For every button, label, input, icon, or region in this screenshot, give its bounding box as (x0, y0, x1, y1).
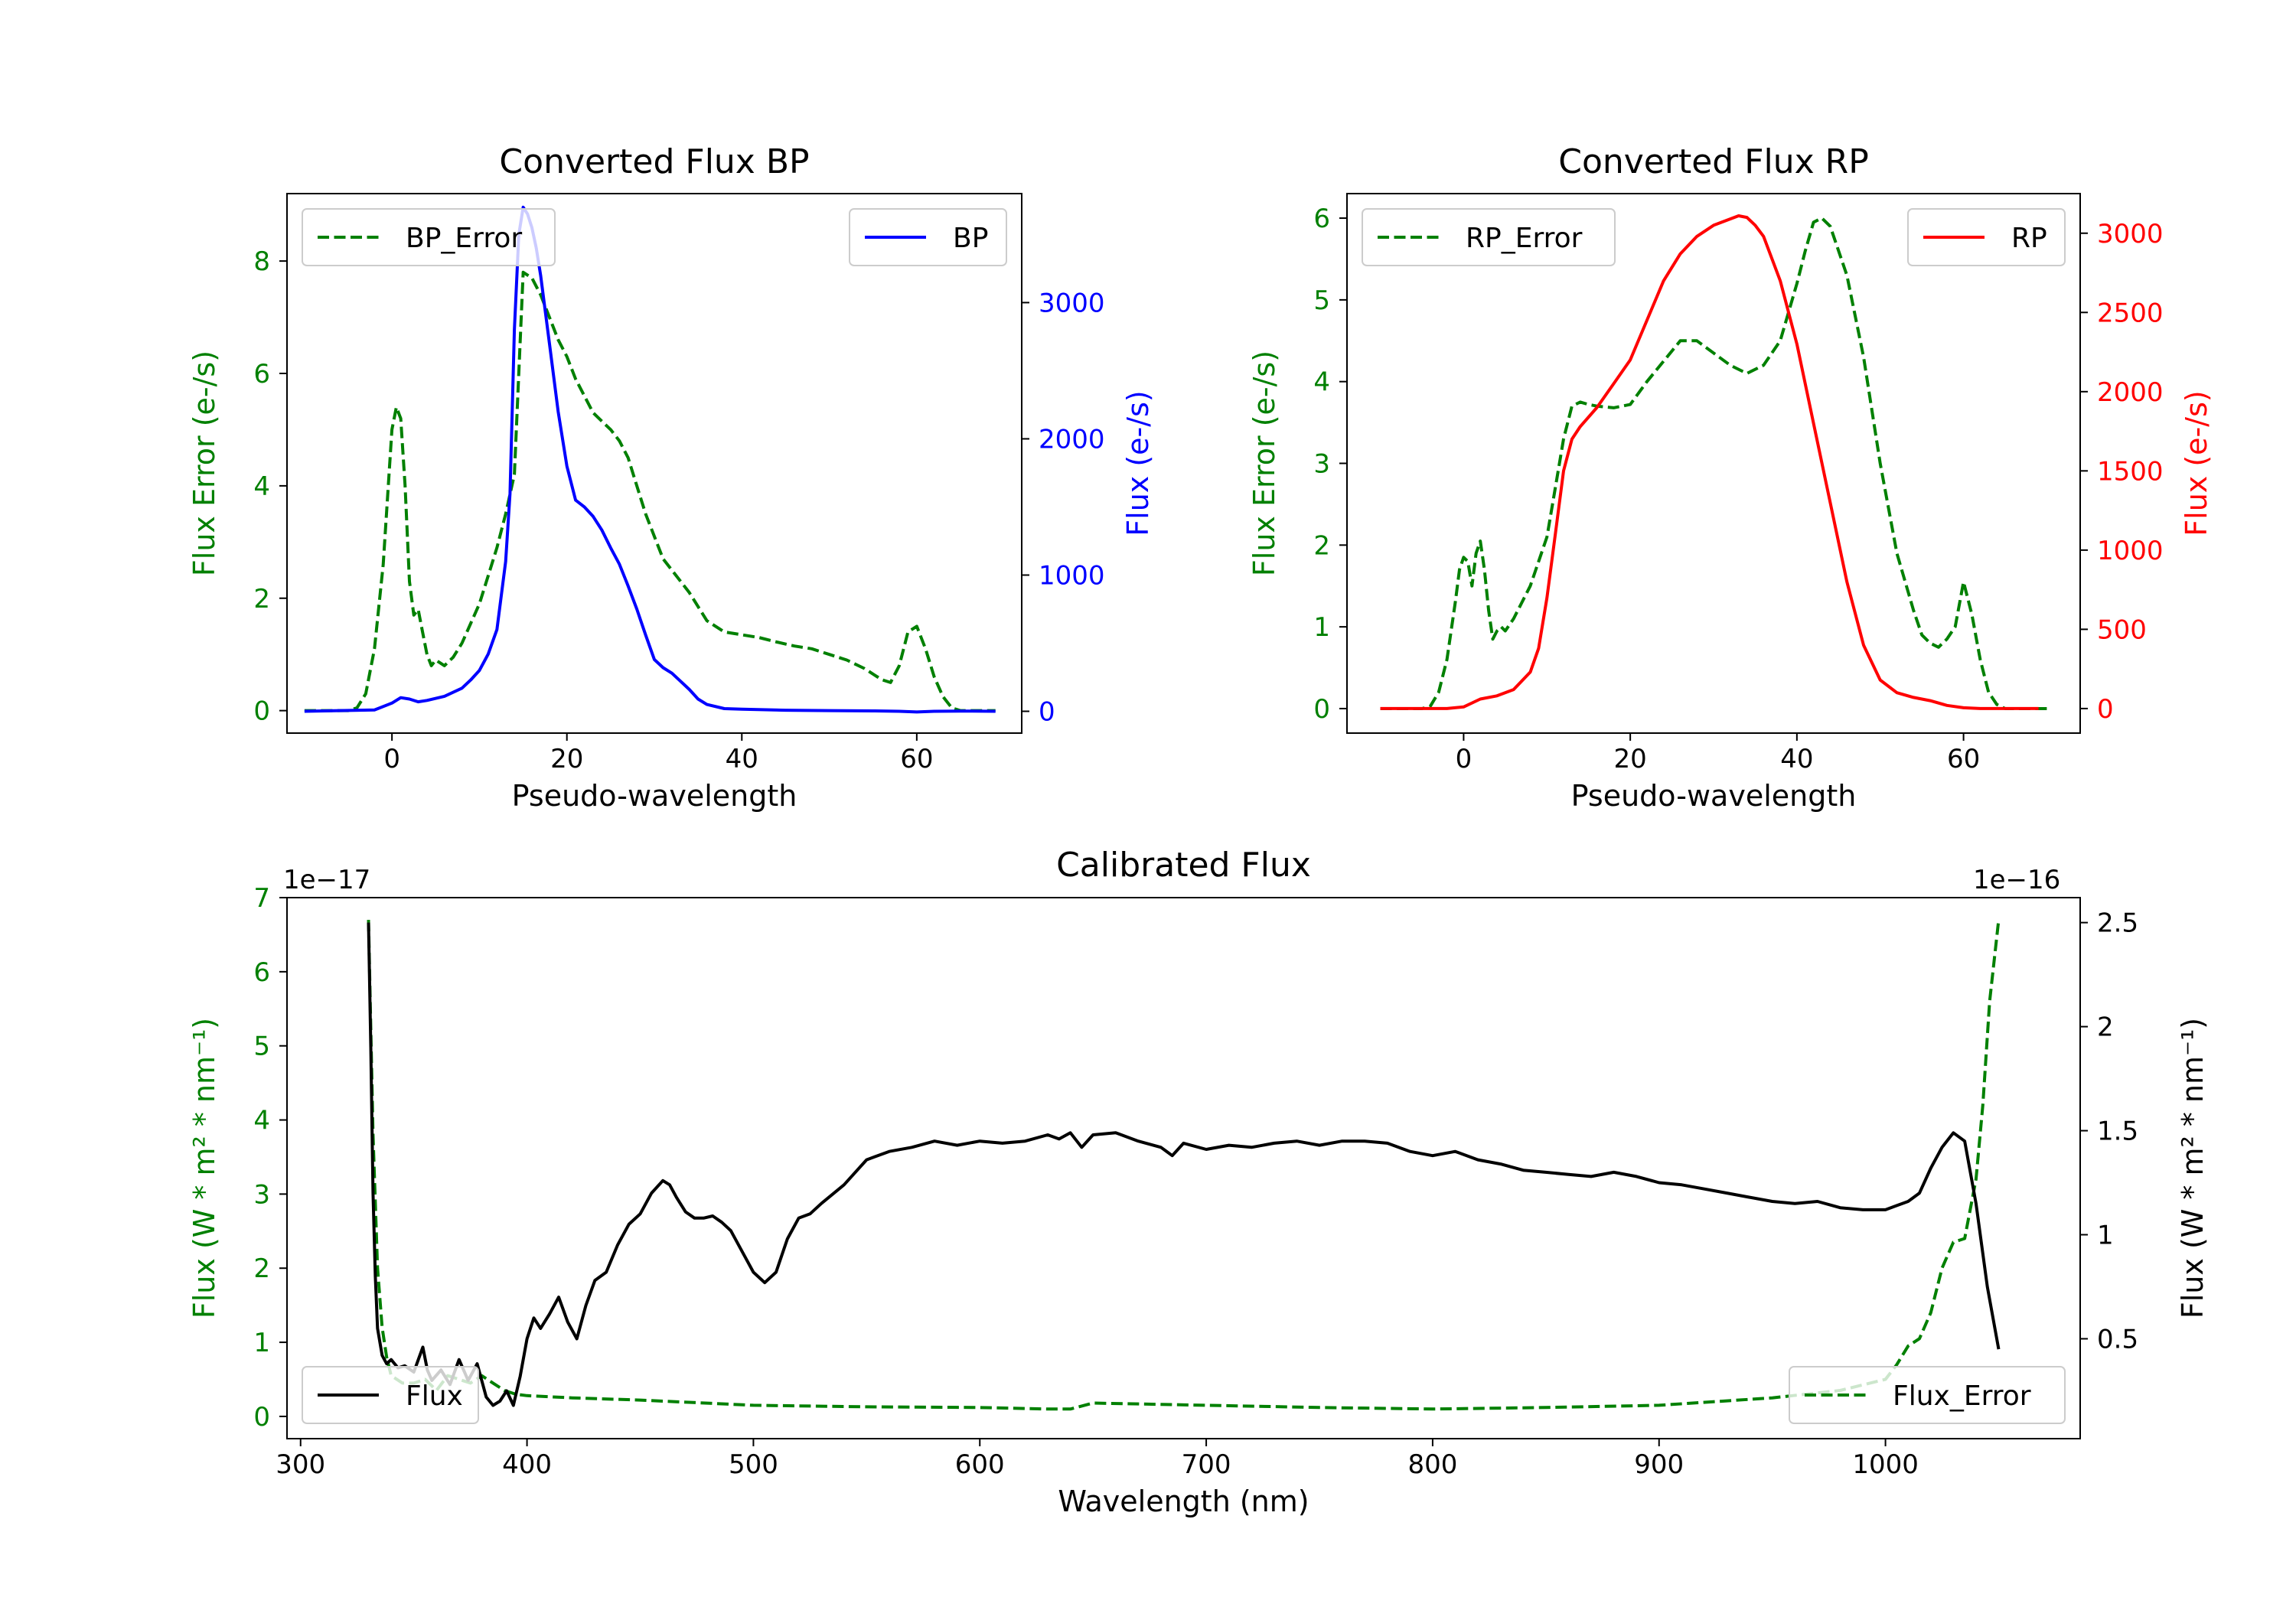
y-left-tick-label: 1 (253, 1328, 270, 1358)
y-right-tick-label: 3000 (1039, 288, 1105, 318)
y-left-tick-label: 5 (253, 1032, 270, 1062)
y-left-tick-label: 6 (253, 359, 270, 390)
y-right-tick-label: 2 (2097, 1012, 2114, 1043)
series-line-flux (367, 922, 2001, 1407)
x-tick-label: 40 (726, 744, 758, 774)
x-tick-label: 40 (1780, 744, 1813, 774)
x-tick-label: 1000 (1852, 1449, 1919, 1480)
y-left-tick-label: 6 (1313, 204, 1330, 234)
y-right-tick-label: 1000 (2097, 536, 2164, 566)
y-left-tick-label: 4 (253, 1106, 270, 1136)
y-left-tick-label: 2 (253, 1253, 270, 1284)
y-left-tick-label: 4 (253, 471, 270, 502)
y-right-axis-label: Flux (e-/s) (1121, 390, 1155, 536)
x-tick-label: 600 (955, 1449, 1005, 1480)
legend-box (1362, 208, 1616, 266)
y-left-tick-label: 6 (253, 957, 270, 988)
chart-rp: 0 20 40 60 Pseudo-wavelength 0 1 2 3 4 5 6 Flux Erro… (1247, 142, 2213, 813)
legend-label: RP_Error (1466, 223, 1583, 254)
y-left-tick-label: 0 (1313, 694, 1330, 725)
x-tick-label: 800 (1407, 1449, 1457, 1480)
legend-rp-error: RP_Error (1362, 208, 1616, 266)
series-line-bp-error (304, 270, 996, 712)
y-left-tick-label: 7 (253, 883, 270, 914)
series-line-bp (304, 205, 996, 714)
legend-label: BP_Error (406, 223, 522, 254)
x-axis-label: Wavelength (nm) (1058, 1485, 1309, 1518)
x-tick-label: 400 (502, 1449, 552, 1480)
plot-frame (286, 193, 1022, 734)
y-right-tick-label: 1 (2097, 1221, 2114, 1251)
legend-box (302, 1366, 479, 1424)
y-right-tick-label: 3000 (2097, 219, 2164, 249)
chart-bp: 0 20 40 60 Pseudo-wavelength 0 2 4 6 8 Flux Error … (188, 142, 1155, 813)
y-left-tick-label: 1 (1313, 612, 1330, 643)
chart-calibrated: 300 400 500 600 700 800 900 1000 Wavelength (nm)… (188, 846, 2210, 1518)
legend-box (302, 208, 556, 266)
y-right-tick-label: 0 (2097, 694, 2114, 725)
y-left-tick-label: 5 (1313, 285, 1330, 316)
y-right-tick-label: 500 (2097, 614, 2147, 645)
y-right-tick-label: 1.5 (2097, 1116, 2138, 1147)
y-left-tick-label: 2 (1313, 530, 1330, 561)
y-left-axis-label: Flux (W * m² * nm⁻¹) (188, 1018, 221, 1319)
y-right-tick-label: 1500 (2097, 456, 2164, 487)
x-axis-label: Pseudo-wavelength (1571, 779, 1857, 813)
y-right-tick-label: 2500 (2097, 298, 2164, 328)
y-right-tick-label: 2000 (2097, 377, 2164, 408)
legend-flux-error: Flux_Error (1789, 1366, 2066, 1424)
legend-bp-error: BP_Error (302, 208, 556, 266)
legend-box (1907, 208, 2066, 266)
y-left-tick-label: 4 (1313, 367, 1330, 398)
x-tick-label: 20 (550, 744, 583, 774)
legend-flux: Flux (302, 1366, 479, 1424)
x-tick-label: 60 (900, 744, 933, 774)
x-tick-label: 900 (1634, 1449, 1684, 1480)
x-tick-label: 0 (1456, 744, 1473, 774)
y-left-tick-label: 0 (253, 696, 270, 727)
legend-rp: RP (1907, 208, 2066, 266)
series-line-rp (1380, 214, 2039, 710)
chart-title: Converted Flux RP (1558, 142, 1869, 181)
chart-title: Calibrated Flux (1056, 846, 1311, 885)
series-line-rp-error (1380, 217, 2047, 710)
y-right-offset-text: 1e−16 (1973, 865, 2060, 895)
y-left-axis-label: Flux Error (e-/s) (1247, 350, 1281, 576)
y-right-tick-label: 2000 (1039, 424, 1105, 455)
legend-box (1789, 1366, 2066, 1424)
legend-bp: BP (849, 208, 1007, 266)
legend-label: Flux_Error (1893, 1380, 2031, 1412)
legend-label: BP (953, 223, 988, 254)
legend-label: RP (2011, 223, 2047, 254)
y-left-tick-label: 8 (253, 246, 270, 277)
y-right-axis-label: Flux (W * m² * nm⁻¹) (2176, 1018, 2210, 1319)
y-right-tick-label: 0 (1039, 697, 1055, 728)
y-right-tick-label: 1000 (1039, 560, 1105, 591)
x-tick-label: 300 (276, 1449, 325, 1480)
y-left-tick-label: 0 (253, 1402, 270, 1433)
x-tick-label: 20 (1614, 744, 1647, 774)
y-right-tick-label: 2.5 (2097, 908, 2138, 939)
x-tick-label: 500 (729, 1449, 778, 1480)
series-group (304, 205, 996, 714)
y-right-axis-label: Flux (e-/s) (2180, 390, 2213, 536)
legend-box (849, 208, 1007, 266)
x-tick-label: 60 (1947, 744, 1980, 774)
chart-title: Converted Flux BP (499, 142, 809, 181)
y-left-tick-label: 3 (1313, 449, 1330, 480)
y-left-tick-label: 3 (253, 1179, 270, 1210)
x-tick-label: 700 (1182, 1449, 1231, 1480)
x-tick-label: 0 (383, 744, 400, 774)
series-group (1380, 214, 2047, 710)
x-axis-label: Pseudo-wavelength (512, 779, 797, 813)
legend-label: Flux (406, 1380, 463, 1412)
y-left-tick-label: 2 (253, 584, 270, 614)
plot-frame (286, 897, 2081, 1439)
y-right-tick-label: 0.5 (2097, 1324, 2138, 1354)
y-left-axis-label: Flux Error (e-/s) (188, 350, 221, 576)
y-left-offset-text: 1e−17 (283, 865, 370, 895)
